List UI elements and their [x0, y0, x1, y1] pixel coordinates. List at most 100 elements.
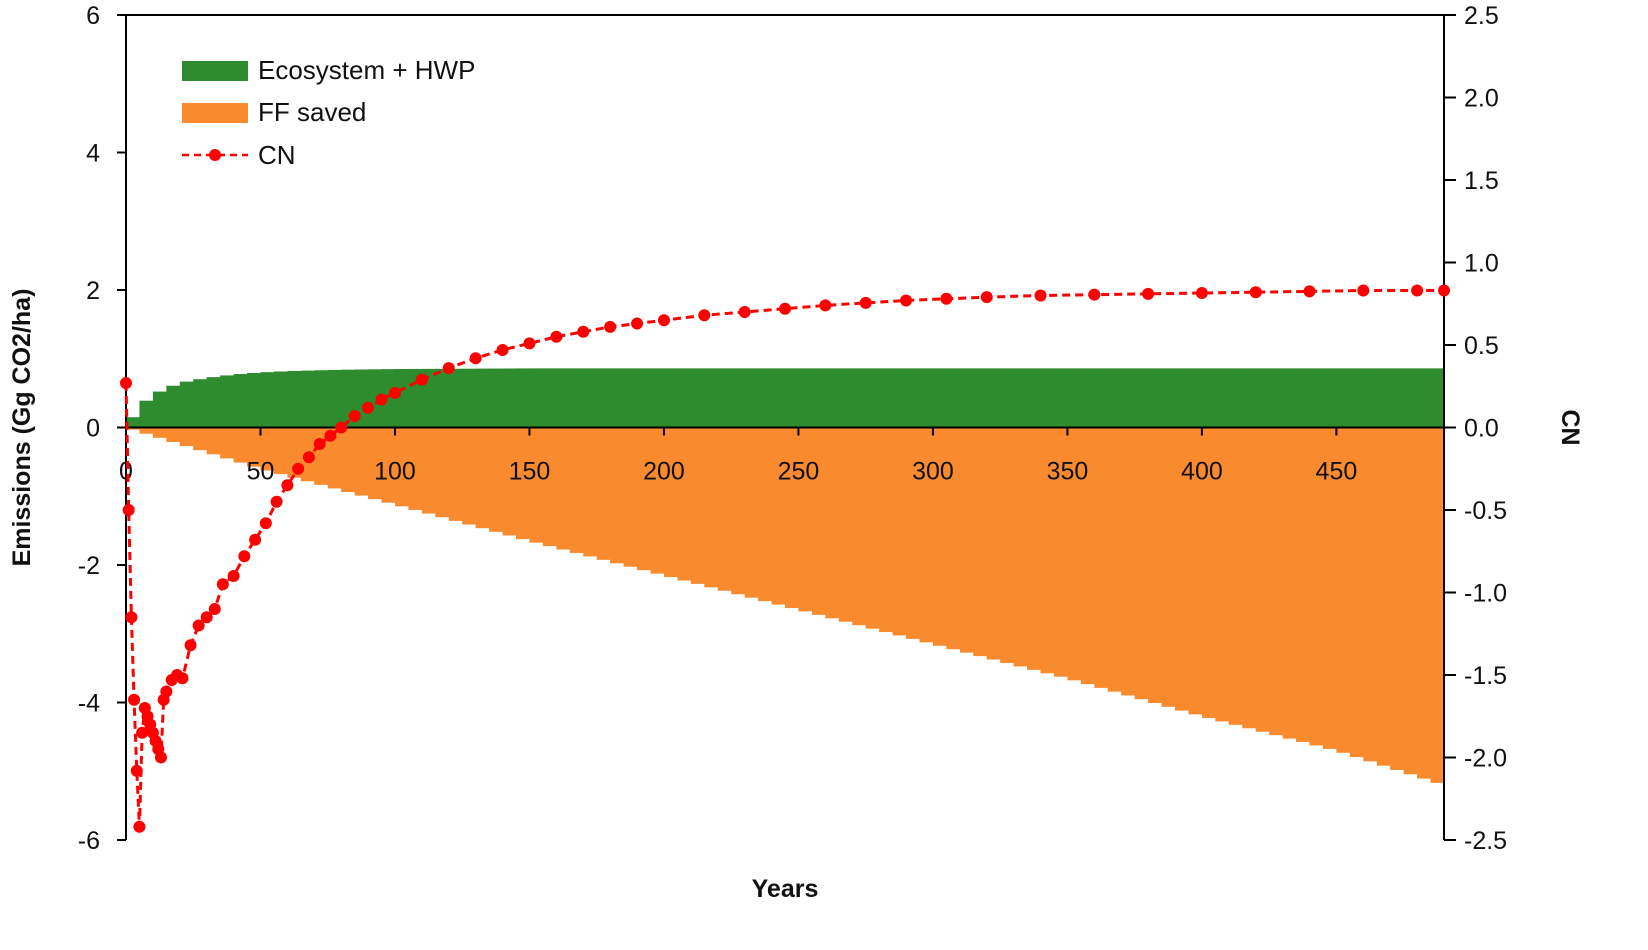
bar-ff-saved [731, 427, 746, 595]
bar-ecosystem-hwp [986, 368, 1001, 428]
cn-point [900, 294, 913, 307]
bar-ff-saved [663, 427, 679, 578]
bar-ff-saved [690, 427, 705, 584]
x-tick-label: 450 [1316, 458, 1358, 486]
bar-ff-saved [1027, 427, 1042, 670]
bar-ecosystem-hwp [906, 368, 921, 428]
bar-ecosystem-hwp [1148, 368, 1163, 428]
bar-ecosystem-hwp [731, 368, 746, 428]
bar-ecosystem-hwp [932, 368, 947, 428]
legend-marker-cn [209, 149, 221, 161]
bar-ff-saved [838, 427, 853, 622]
bar-ff-saved [260, 427, 275, 471]
cn-point [125, 611, 138, 624]
bar-ff-saved [758, 427, 773, 602]
bar-ecosystem-hwp [1430, 368, 1445, 428]
bar-ecosystem-hwp [1134, 368, 1149, 428]
bar-ecosystem-hwp [529, 368, 544, 428]
bar-ff-saved [179, 427, 194, 447]
y-left-tick-label: 6 [86, 2, 100, 30]
bar-ff-saved [811, 427, 826, 615]
bar-ff-saved [973, 427, 988, 657]
bar-ecosystem-hwp [287, 370, 302, 428]
bar-ff-saved [1175, 427, 1190, 711]
bar-ff-saved [502, 427, 517, 536]
cn-point [130, 764, 143, 777]
cn-point [819, 299, 832, 312]
bar-ecosystem-hwp [1000, 368, 1015, 428]
bar-ff-saved [408, 427, 423, 510]
bar-ff-saved [475, 427, 490, 529]
bar-ecosystem-hwp [1215, 368, 1230, 428]
x-tick-label: 350 [1047, 458, 1089, 486]
bar-ff-saved [327, 427, 342, 489]
bar-ecosystem-hwp [247, 373, 262, 428]
cn-point [738, 306, 751, 318]
bar-ecosystem-hwp [758, 368, 773, 428]
cn-line [124, 289, 1444, 827]
bar-ecosystem-hwp [1067, 368, 1082, 428]
legend-item-cn: CN [182, 140, 296, 170]
bar-ecosystem-hwp [206, 377, 221, 428]
cn-point [779, 302, 791, 315]
x-axis-title: Years [752, 875, 819, 903]
bar-ecosystem-hwp [1228, 368, 1243, 428]
x-tick-label: 50 [247, 458, 275, 486]
bar-ecosystem-hwp [637, 368, 652, 428]
bar-ff-saved [247, 427, 262, 467]
bar-ff-saved [1363, 427, 1378, 762]
bar-ecosystem-hwp [1242, 368, 1257, 428]
bar-ff-saved [892, 427, 907, 636]
bar-ff-saved [341, 427, 356, 492]
cn-point [604, 320, 617, 333]
bar-ecosystem-hwp [744, 368, 759, 428]
bar-ff-saved [1349, 427, 1364, 758]
bar-ff-saved [273, 427, 288, 475]
bar-ff-saved [1188, 427, 1203, 715]
bar-ff-saved [798, 427, 813, 612]
bar-ff-saved [1228, 427, 1243, 725]
y-right-tick-label: -1.0 [1464, 580, 1507, 608]
bar-ff-saved [166, 427, 181, 442]
bar-ecosystem-hwp [690, 368, 705, 428]
bar-ff-saved [1134, 427, 1149, 700]
bar-ff-saved [704, 427, 719, 588]
bar-ff-saved [1242, 427, 1257, 729]
bar-ff-saved [448, 427, 463, 521]
cn-point [550, 330, 563, 343]
cn-point [120, 376, 132, 389]
bar-ff-saved [1000, 427, 1015, 663]
bar-ecosystem-hwp [569, 368, 584, 428]
y-right-tick-label: 0.5 [1464, 332, 1499, 360]
bar-ecosystem-hwp [1107, 368, 1122, 428]
bar-ff-saved [542, 427, 557, 547]
bar-ecosystem-hwp [368, 369, 383, 428]
cn-point [1034, 289, 1047, 302]
y-left-tick-label: 0 [86, 415, 100, 443]
y-left-tick-label: -4 [78, 690, 100, 718]
bar-ecosystem-hwp [825, 368, 840, 428]
x-tick-label: 250 [778, 458, 820, 486]
bar-ecosystem-hwp [435, 368, 450, 428]
cn-point [362, 401, 375, 414]
bar-ecosystem-hwp [166, 385, 181, 428]
cn-point [249, 533, 262, 546]
bar-ff-saved [233, 427, 248, 463]
bar-ecosystem-hwp [152, 391, 167, 428]
y-right-axis-title: CN [1556, 409, 1584, 445]
bar-ff-saved [1322, 427, 1338, 749]
bar-ecosystem-hwp [946, 368, 961, 428]
cn-point [160, 685, 173, 698]
bar-ff-saved [623, 427, 638, 567]
bar-ecosystem-hwp [771, 368, 786, 428]
bar-ff-saved [1417, 427, 1432, 779]
bar-ff-saved [986, 427, 1001, 660]
bar-ecosystem-hwp [1053, 368, 1069, 428]
bar-ecosystem-hwp [623, 368, 638, 428]
x-tick-label: 200 [643, 458, 685, 486]
bar-ecosystem-hwp [1282, 368, 1297, 428]
bar-ff-saved [516, 427, 531, 540]
bar-ecosystem-hwp [1349, 368, 1364, 428]
bar-ecosystem-hwp [1121, 368, 1136, 428]
bar-ecosystem-hwp [179, 381, 194, 428]
